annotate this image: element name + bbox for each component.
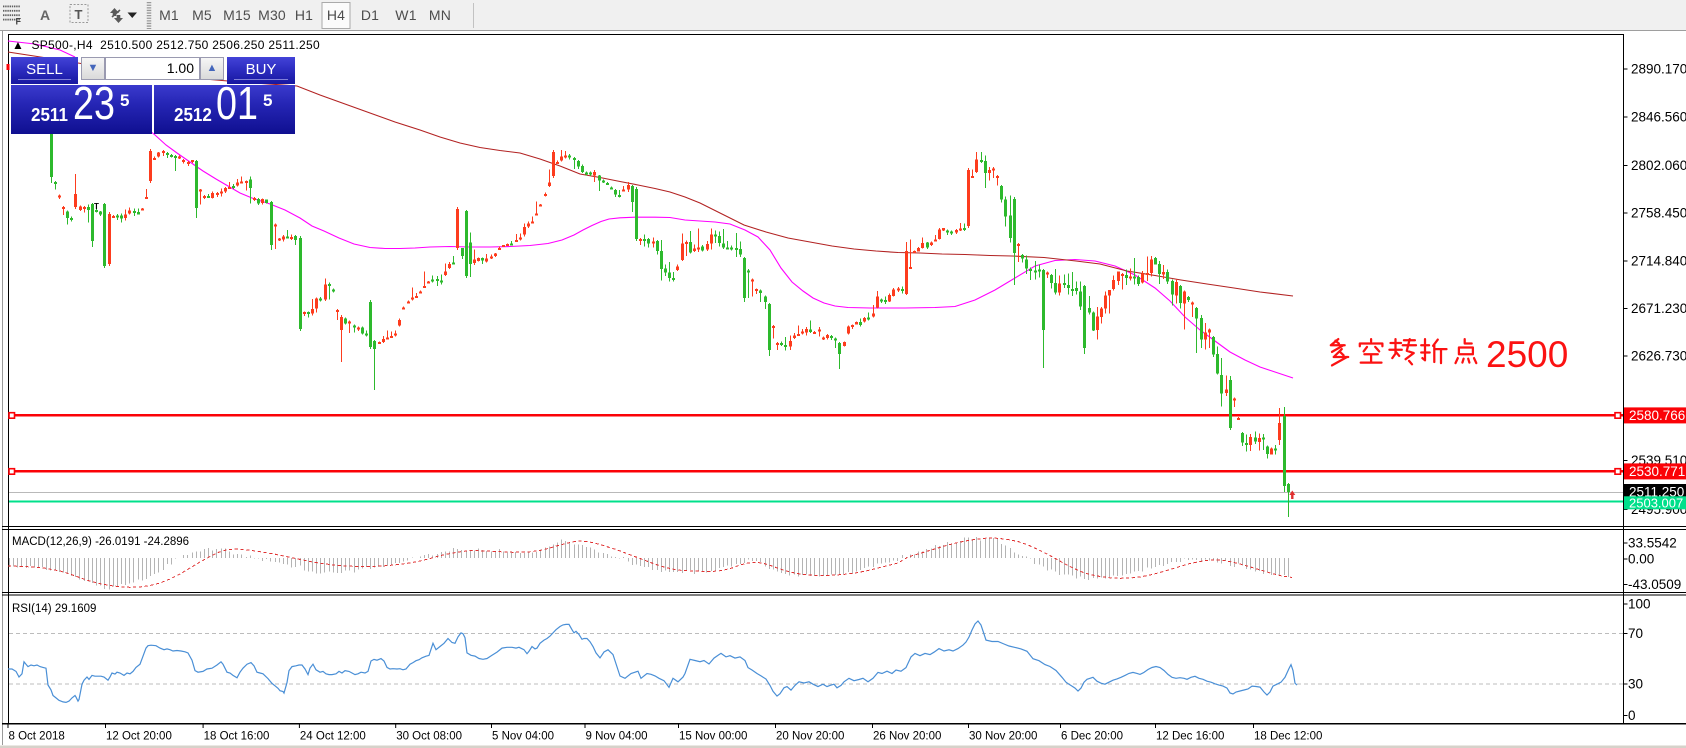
svg-text:70: 70 [1628, 626, 1643, 641]
svg-text:A: A [40, 7, 50, 23]
svg-text:12 Oct 20:00: 12 Oct 20:00 [106, 731, 172, 743]
svg-text:-43.0509: -43.0509 [1628, 577, 1681, 592]
svg-text:30: 30 [1628, 677, 1643, 692]
svg-text:5 Nov 04:00: 5 Nov 04:00 [492, 731, 554, 743]
svg-text:24 Oct 12:00: 24 Oct 12:00 [300, 731, 366, 743]
svg-text:2714.840: 2714.840 [1631, 254, 1686, 269]
svg-text:8 Oct 2018: 8 Oct 2018 [9, 731, 65, 743]
svg-text:20 Nov 20:00: 20 Nov 20:00 [776, 731, 844, 743]
svg-text:0: 0 [1628, 708, 1636, 723]
svg-text:100: 100 [1628, 597, 1651, 612]
svg-text:2500: 2500 [1486, 334, 1568, 375]
svg-text:2503.007: 2503.007 [1629, 496, 1683, 511]
svg-text:2580.766: 2580.766 [1629, 408, 1685, 423]
svg-text:18 Oct 16:00: 18 Oct 16:00 [204, 731, 270, 743]
svg-text:RSI(14) 29.1609: RSI(14) 29.1609 [12, 603, 96, 615]
svg-text:F: F [16, 17, 22, 27]
svg-text:2758.450: 2758.450 [1631, 206, 1686, 221]
svg-text:30 Nov 20:00: 30 Nov 20:00 [969, 731, 1037, 743]
svg-text:9 Nov 04:00: 9 Nov 04:00 [586, 731, 648, 743]
svg-text:2530.771: 2530.771 [1629, 464, 1685, 479]
svg-text:2802.060: 2802.060 [1631, 158, 1686, 173]
svg-text:12 Dec 16:00: 12 Dec 16:00 [1156, 731, 1224, 743]
svg-text:0.00: 0.00 [1628, 552, 1654, 567]
svg-text:2626.730: 2626.730 [1631, 349, 1686, 364]
svg-text:33.5542: 33.5542 [1628, 536, 1677, 551]
svg-text:2846.560: 2846.560 [1631, 110, 1686, 125]
svg-text:6 Dec 20:00: 6 Dec 20:00 [1061, 731, 1123, 743]
svg-text:30 Oct 08:00: 30 Oct 08:00 [396, 731, 462, 743]
svg-text:T: T [75, 7, 83, 22]
svg-text:2671.230: 2671.230 [1631, 301, 1686, 316]
svg-text:26 Nov 20:00: 26 Nov 20:00 [873, 731, 941, 743]
svg-text:2890.170: 2890.170 [1631, 62, 1686, 77]
svg-text:T: T [94, 202, 99, 211]
svg-text:2511.250: 2511.250 [1629, 485, 1684, 500]
svg-text:15 Nov 00:00: 15 Nov 00:00 [679, 731, 747, 743]
svg-text:18 Dec 12:00: 18 Dec 12:00 [1254, 731, 1322, 743]
svg-text:MACD(12,26,9) -26.0191 -24.289: MACD(12,26,9) -26.0191 -24.2896 [12, 536, 189, 548]
